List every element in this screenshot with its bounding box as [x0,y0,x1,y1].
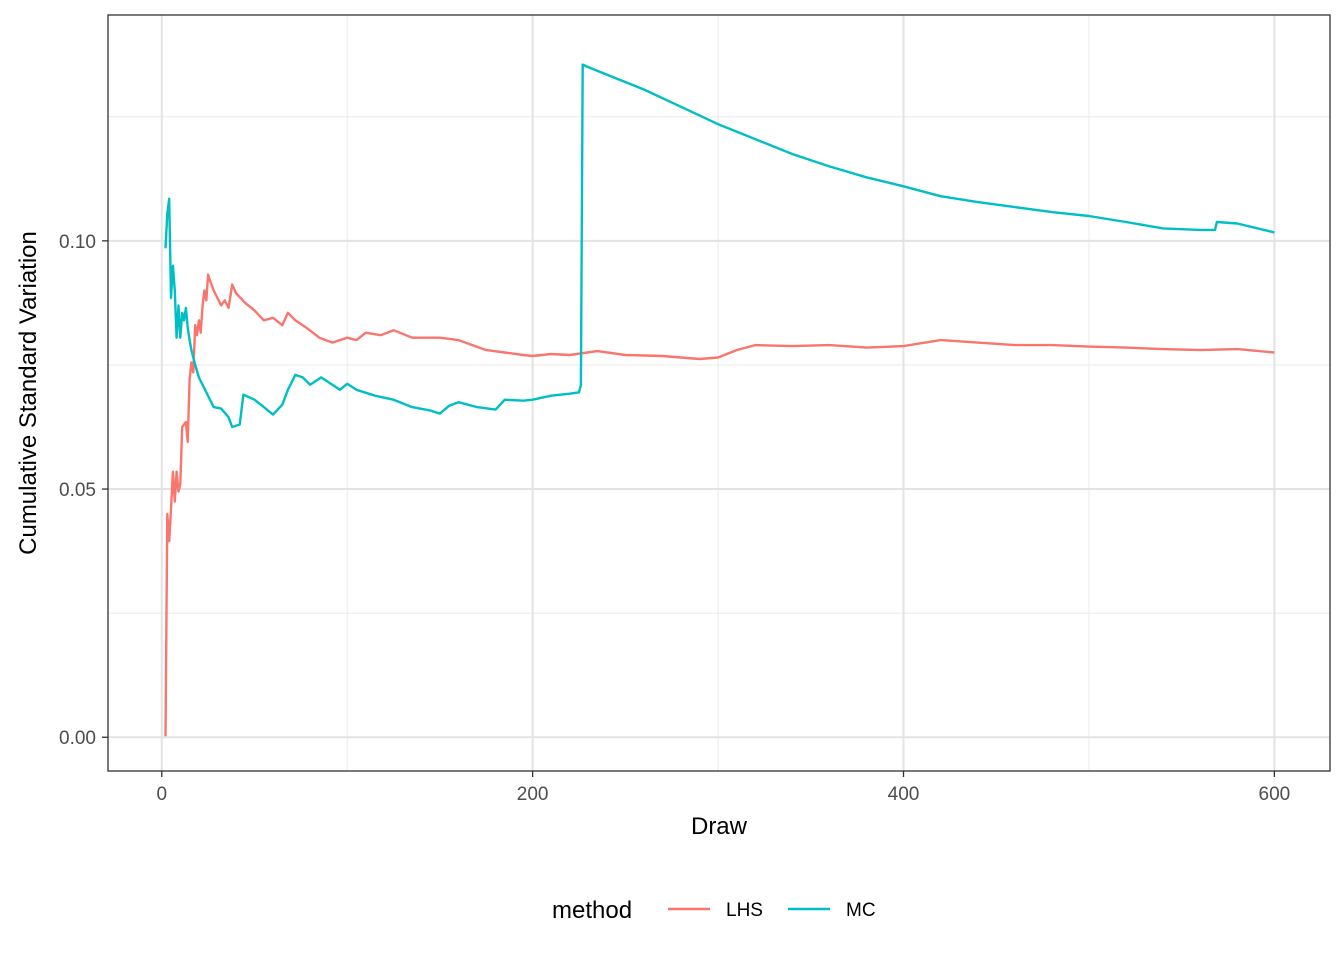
series-layer [164,63,1275,737]
grid-major [108,15,1330,771]
legend-label-lhs: LHS [726,900,763,921]
y-axis: 0.00 0.05 0.10 [59,232,108,749]
series-line-lhs [164,273,1275,737]
x-axis: 0 200 400 600 [156,771,1290,805]
series-line-mc [164,63,1275,429]
x-tick-label: 400 [888,784,920,805]
legend-title: method [552,897,632,924]
y-tick-label: 0.05 [59,480,96,501]
y-tick-label: 0.10 [59,232,96,253]
plot-background [108,15,1330,771]
x-tick-label: 600 [1259,784,1291,805]
x-axis-title: Draw [691,813,748,840]
plot-border [107,14,1331,772]
legend: method LHS MC [552,897,876,924]
x-tick-label: 200 [517,784,549,805]
legend-label-mc: MC [846,900,876,921]
y-tick-label: 0.00 [59,728,96,749]
x-tick-label: 0 [156,784,167,805]
grid-minor [108,15,1330,771]
y-axis-title: Cumulative Standard Variation [15,231,42,555]
